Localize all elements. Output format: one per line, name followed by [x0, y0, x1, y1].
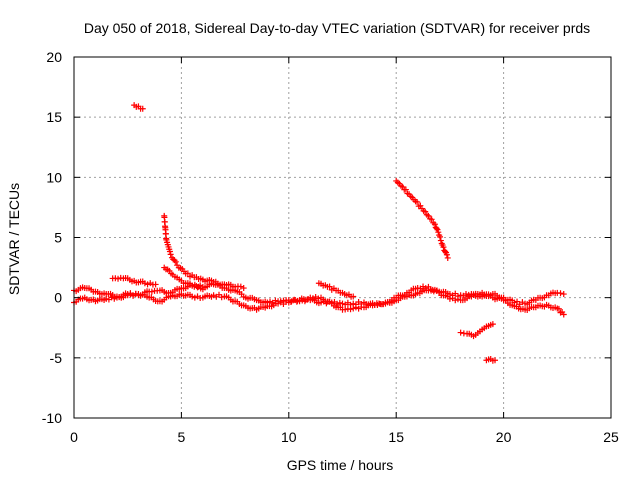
steep-decline-point	[414, 199, 421, 206]
band-b-lower-point	[352, 304, 359, 311]
grid	[74, 57, 611, 418]
steep-decline-point	[437, 237, 444, 244]
steep-decline-point	[422, 208, 429, 215]
band-b-lower-point	[555, 305, 562, 312]
y-tick-label: 15	[46, 109, 62, 125]
decay-arc-2-point	[199, 286, 206, 293]
arc-2-point	[326, 283, 333, 290]
band-b-lower-point	[452, 297, 459, 304]
band-b-lower-point	[315, 295, 322, 302]
x-tick-label: 15	[388, 429, 404, 445]
arc-1-point	[115, 275, 122, 282]
band-a-upper-point	[334, 300, 341, 307]
decay-arc-point	[184, 270, 191, 277]
band-b-lower-point	[130, 292, 137, 299]
steep-decline-point	[431, 221, 438, 228]
band-b-lower-point	[103, 295, 110, 302]
band-a-upper-point	[463, 290, 470, 297]
band-a-upper-point	[557, 290, 564, 297]
y-tick-label: 20	[46, 49, 62, 65]
band-b-lower-point	[342, 306, 349, 313]
band-b-lower-point	[275, 300, 282, 307]
negative-short-point	[492, 357, 499, 364]
negative-segment-point	[457, 329, 464, 336]
band-b-lower-point	[111, 295, 118, 302]
band-b-lower-point	[454, 296, 461, 303]
band-b-lower-point	[189, 293, 196, 300]
band-b-lower-point	[218, 294, 225, 301]
band-a-upper-point	[148, 288, 155, 295]
data-marks	[71, 102, 567, 364]
band-b-lower-point	[309, 295, 316, 302]
axes: 0 5 10 15 20 25 -10 -5 0 5 10 15 20	[42, 49, 619, 445]
arc-1-point	[141, 280, 148, 287]
band-b-lower-point	[560, 311, 567, 318]
x-tick-label: 5	[178, 429, 186, 445]
x-axis-label: GPS time / hours	[287, 457, 394, 473]
x-tick-label: 20	[496, 429, 512, 445]
band-b-lower-point	[422, 285, 429, 292]
steep-decline-point	[444, 254, 451, 261]
steep-decline-point	[402, 186, 409, 193]
y-tick-label: -10	[42, 410, 62, 426]
band-b-lower-point	[347, 306, 354, 313]
steep-decline-point	[443, 251, 450, 258]
steep-decline-point	[440, 244, 447, 251]
decay-arc-point	[237, 283, 244, 290]
band-a-upper-point	[339, 300, 346, 307]
x-tick-label: 25	[603, 429, 619, 445]
x-tick-label: 10	[281, 429, 297, 445]
y-tick-label: 10	[46, 169, 62, 185]
steep-decline-point	[442, 248, 449, 255]
steep-decline-point	[433, 225, 440, 232]
arc-1-point	[152, 281, 159, 288]
negative-segment-point	[489, 321, 496, 328]
short-segment-top-point	[139, 105, 146, 112]
band-b-lower-point	[191, 294, 198, 301]
y-tick-label: -5	[50, 350, 63, 366]
x-tick-label: 0	[70, 429, 78, 445]
decay-arc-point	[240, 285, 247, 292]
y-tick-label: 0	[54, 290, 62, 306]
band-b-lower-point	[124, 292, 131, 299]
band-b-lower-point	[108, 294, 115, 301]
steep-decline-point	[437, 233, 444, 240]
decay-arc-point	[172, 258, 179, 265]
decay-arc-point	[166, 248, 173, 255]
band-a-upper-point	[560, 291, 567, 298]
decay-arc-point	[167, 251, 174, 258]
chart-title: Day 050 of 2018, Sidereal Day-to-day VTE…	[84, 20, 590, 36]
arc-2-point	[350, 293, 357, 300]
steep-decline-point	[435, 229, 442, 236]
y-tick-label: 5	[54, 230, 62, 246]
steep-decline-point	[428, 216, 435, 223]
y-axis-label: SDTVAR / TECUs	[6, 183, 22, 295]
arc-1-point	[144, 281, 151, 288]
band-b-lower-point	[127, 291, 134, 298]
band-b-lower-point	[350, 305, 357, 312]
